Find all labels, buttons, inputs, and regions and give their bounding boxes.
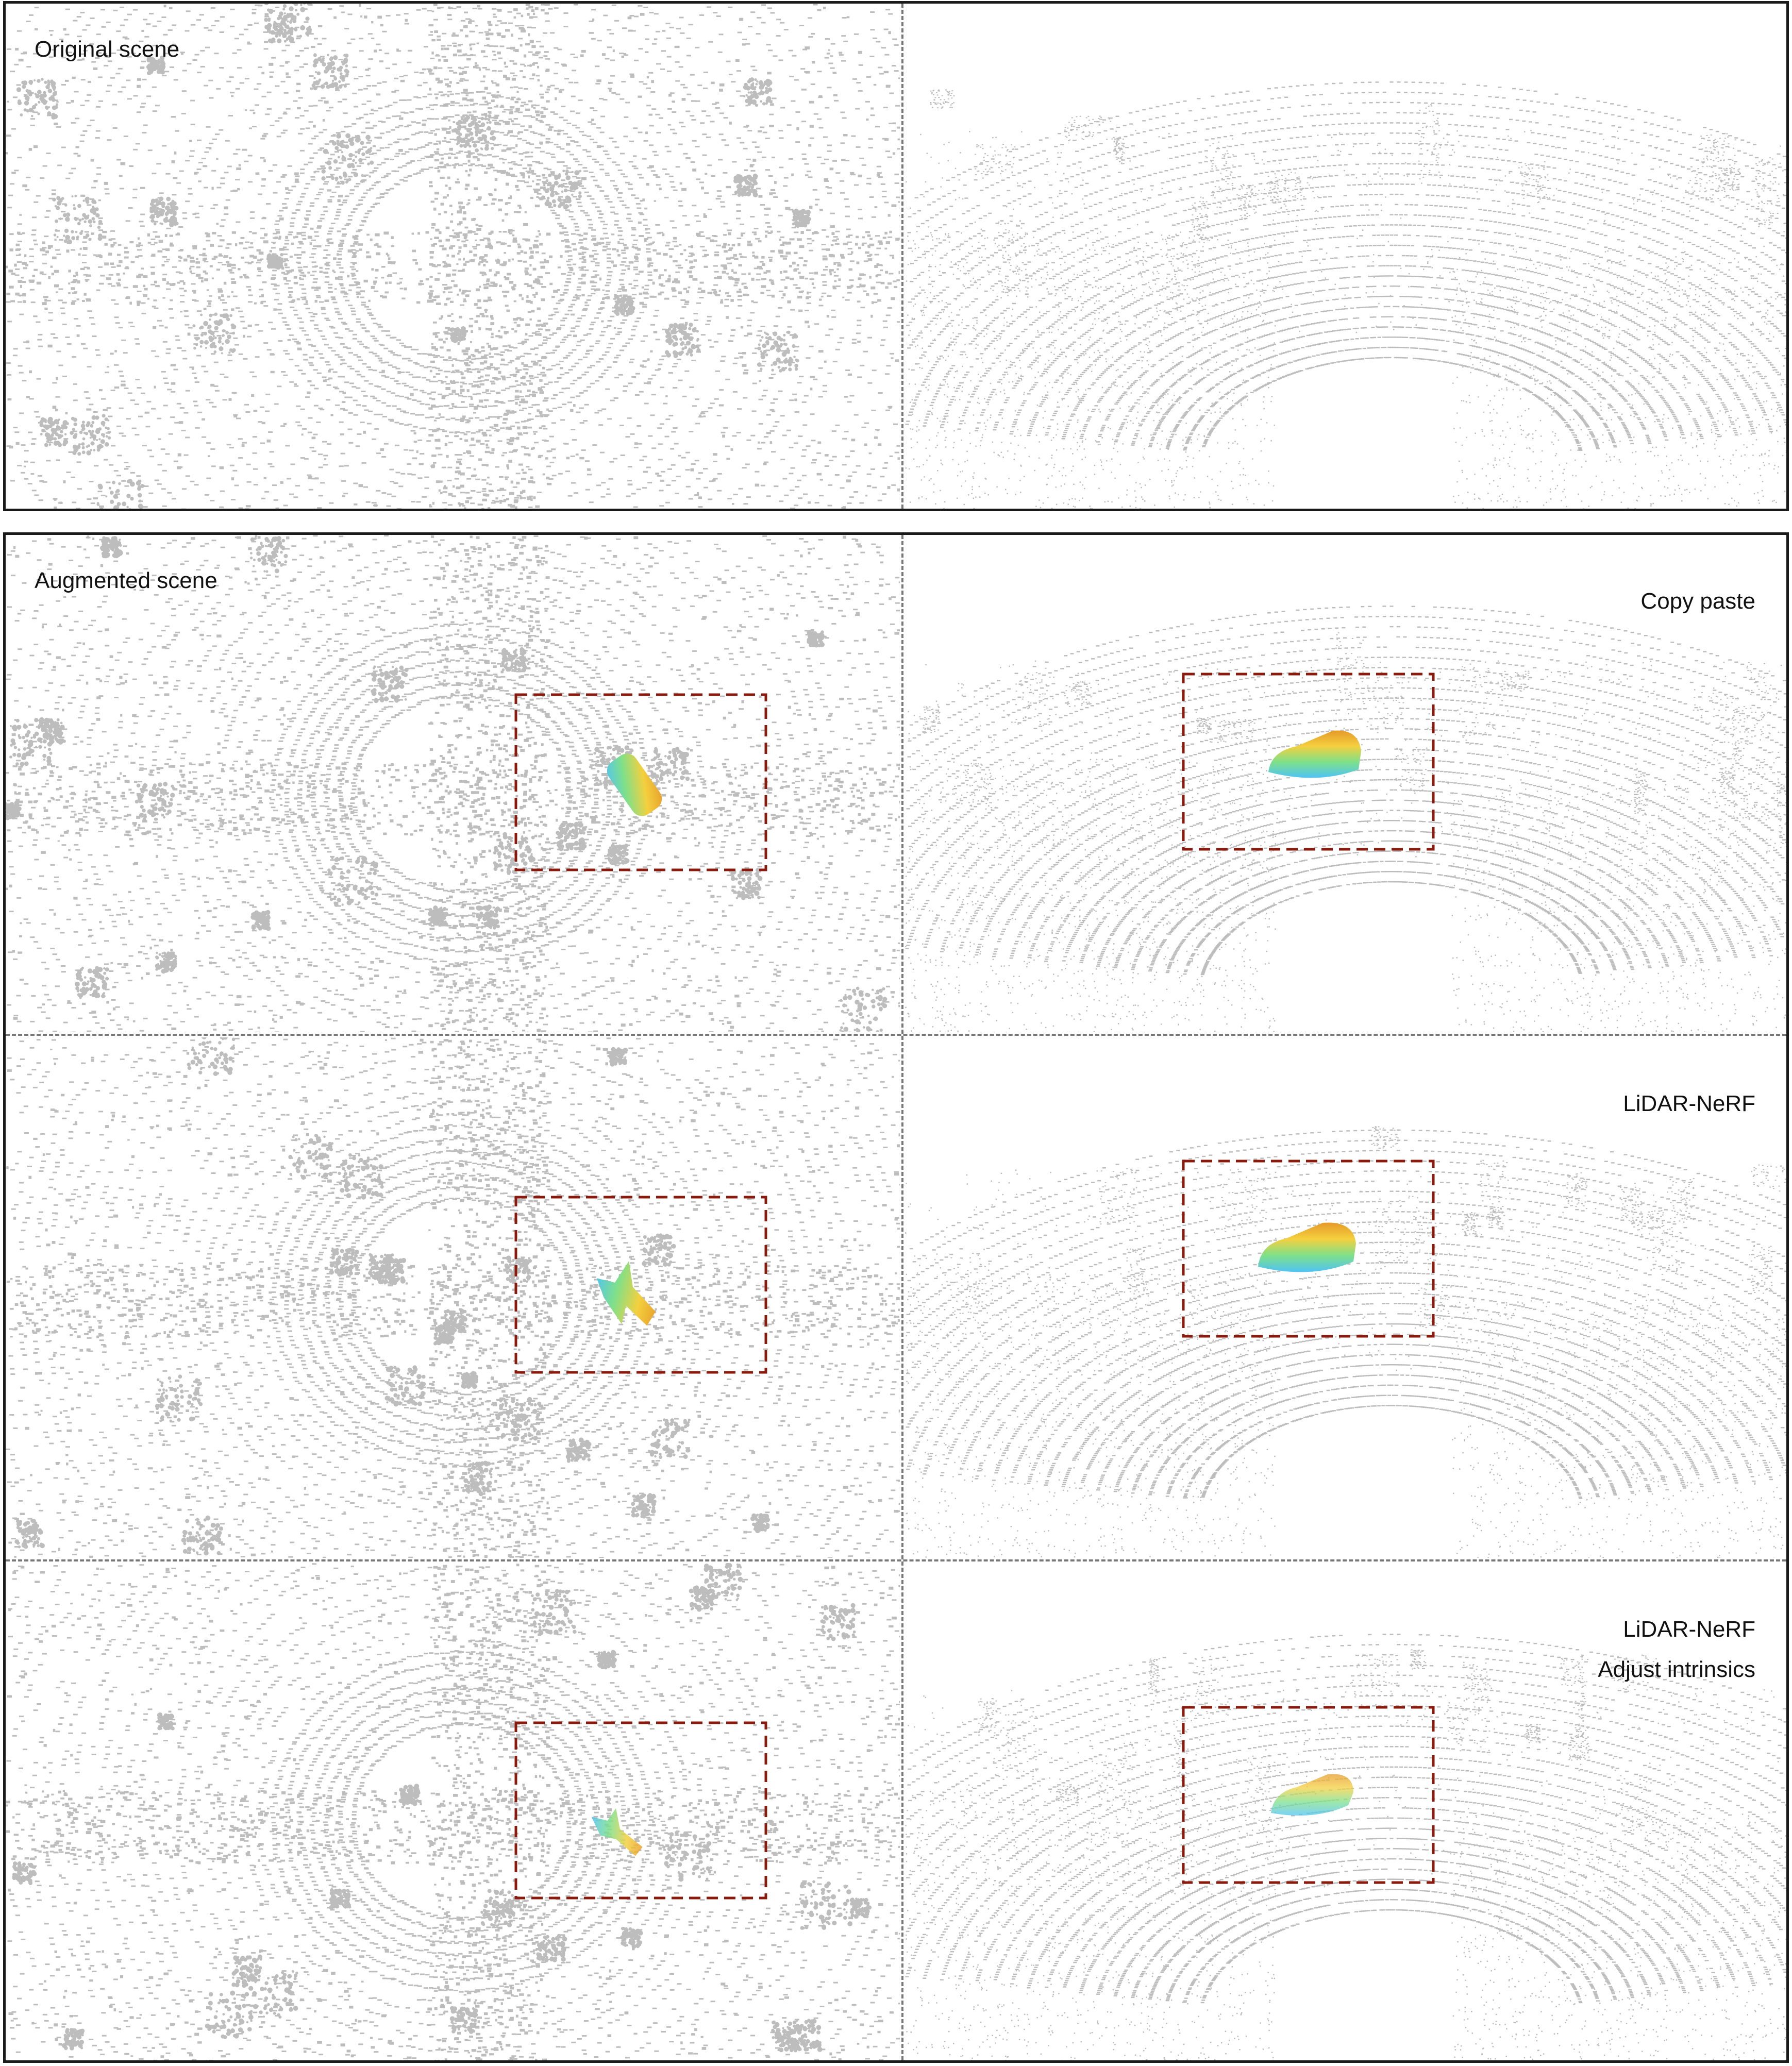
lidar-nerf-intrinsics-bev-panel (6, 1563, 900, 2060)
method-label-line1: LiDAR-NeRF (1598, 1609, 1755, 1650)
copy-paste-label: Copy paste (1640, 581, 1755, 622)
method-label-line1: LiDAR-NeRF (1623, 1084, 1755, 1124)
inserted-object (1271, 1774, 1353, 1816)
perspective-point-cloud (905, 4, 1786, 509)
method-label-line1: Copy paste (1640, 581, 1755, 622)
original-scene-frame: Original scene (3, 1, 1789, 511)
lidar-nerf-intrinsics-perspective-panel: LiDAR-NeRF Adjust intrinsics (905, 1563, 1786, 2060)
lidar-nerf-perspective-panel: LiDAR-NeRF (905, 1037, 1786, 1558)
augmented-scene-frame: Augmented scene Copy paste LiDAR-NeRF Li… (3, 532, 1789, 2063)
original-perspective-panel (905, 4, 1786, 509)
lidar-nerf-intrinsics-label: LiDAR-NeRF Adjust intrinsics (1598, 1609, 1755, 1690)
row-divider (6, 1559, 1786, 1561)
bev-point-cloud (6, 4, 900, 509)
copy-paste-bev-panel: Augmented scene (6, 535, 900, 1032)
original-bev-panel: Original scene (6, 4, 900, 509)
original-scene-label: Original scene (35, 37, 179, 62)
lidar-nerf-bev-panel (6, 1037, 900, 1558)
method-label-line2: Adjust intrinsics (1598, 1650, 1755, 1690)
vertical-divider (901, 535, 903, 2060)
augmented-scene-label: Augmented scene (35, 568, 217, 594)
bev-point-cloud (6, 1563, 900, 2060)
inserted-object (1268, 731, 1361, 778)
bev-point-cloud (6, 1037, 900, 1558)
vertical-divider (901, 4, 903, 509)
copy-paste-perspective-panel: Copy paste (905, 535, 1786, 1032)
bev-point-cloud (6, 535, 900, 1032)
lidar-nerf-label: LiDAR-NeRF (1623, 1084, 1755, 1124)
row-divider (6, 1034, 1786, 1036)
